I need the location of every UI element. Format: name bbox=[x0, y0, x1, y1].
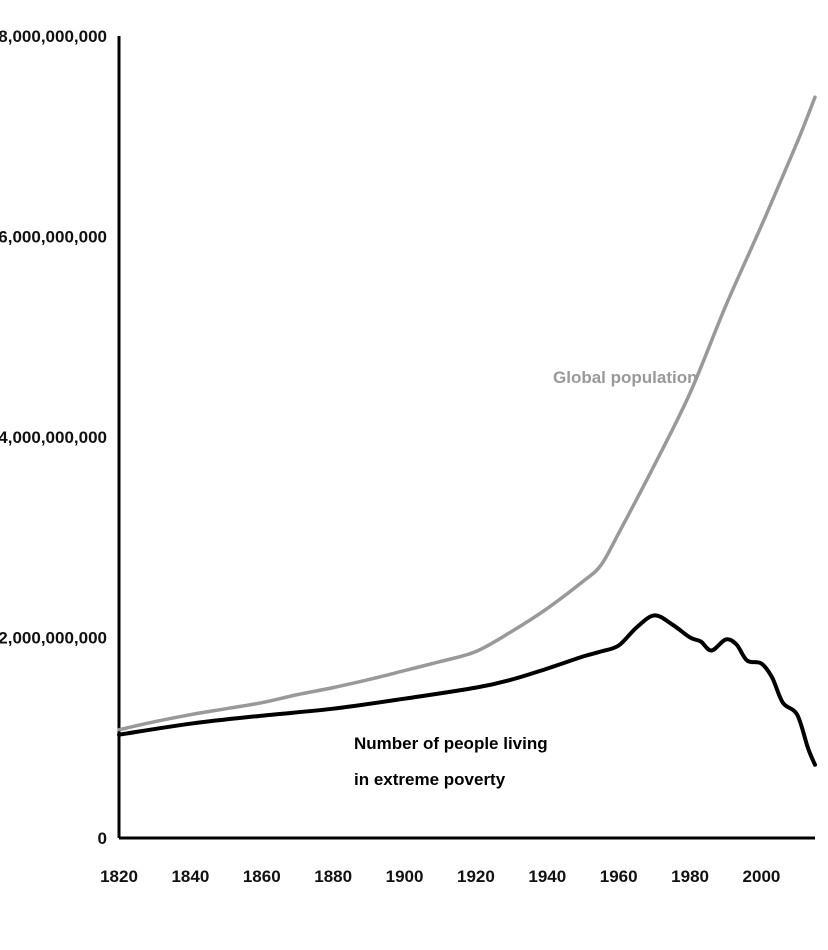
x-tick-label: 1940 bbox=[528, 867, 566, 886]
extreme-poverty-label-line: in extreme poverty bbox=[354, 770, 506, 789]
global-population-line bbox=[117, 95, 817, 732]
x-tick-label: 1900 bbox=[386, 867, 424, 886]
axes bbox=[117, 36, 815, 840]
y-tick-label: 6,000,000,000 bbox=[0, 228, 107, 247]
extreme-poverty-label: Number of people living in extreme povert… bbox=[354, 734, 548, 789]
global-population-label: Global population bbox=[553, 368, 697, 387]
y-tick-labels: 0 2,000,000,000 4,000,000,000 6,000,000,000… bbox=[0, 27, 107, 848]
y-tick-label: 2,000,000,000 bbox=[0, 629, 107, 648]
global-population-label-line: Global population bbox=[553, 368, 697, 387]
series-labels: Global population Number of people living… bbox=[354, 368, 697, 789]
x-tick-label: 1820 bbox=[100, 867, 138, 886]
y-tick-label: 8,000,000,000 bbox=[0, 27, 107, 46]
x-tick-label: 1960 bbox=[600, 867, 638, 886]
extreme-poverty-line bbox=[117, 613, 817, 767]
x-tick-label: 1860 bbox=[243, 867, 281, 886]
series-lines bbox=[117, 95, 817, 767]
extreme-poverty-label-line: Number of people living bbox=[354, 734, 548, 753]
y-tick-label: 0 bbox=[98, 829, 107, 848]
y-tick-label: 4,000,000,000 bbox=[0, 428, 107, 447]
x-tick-label: 1840 bbox=[171, 867, 209, 886]
x-tick-labels: 1820 1840 1860 1880 1900 1920 1940 1960 1980 2000 bbox=[100, 867, 780, 886]
x-tick-label: 1920 bbox=[457, 867, 495, 886]
x-tick-label: 1980 bbox=[671, 867, 709, 886]
x-tick-label: 1880 bbox=[314, 867, 352, 886]
x-tick-label: 2000 bbox=[743, 867, 781, 886]
